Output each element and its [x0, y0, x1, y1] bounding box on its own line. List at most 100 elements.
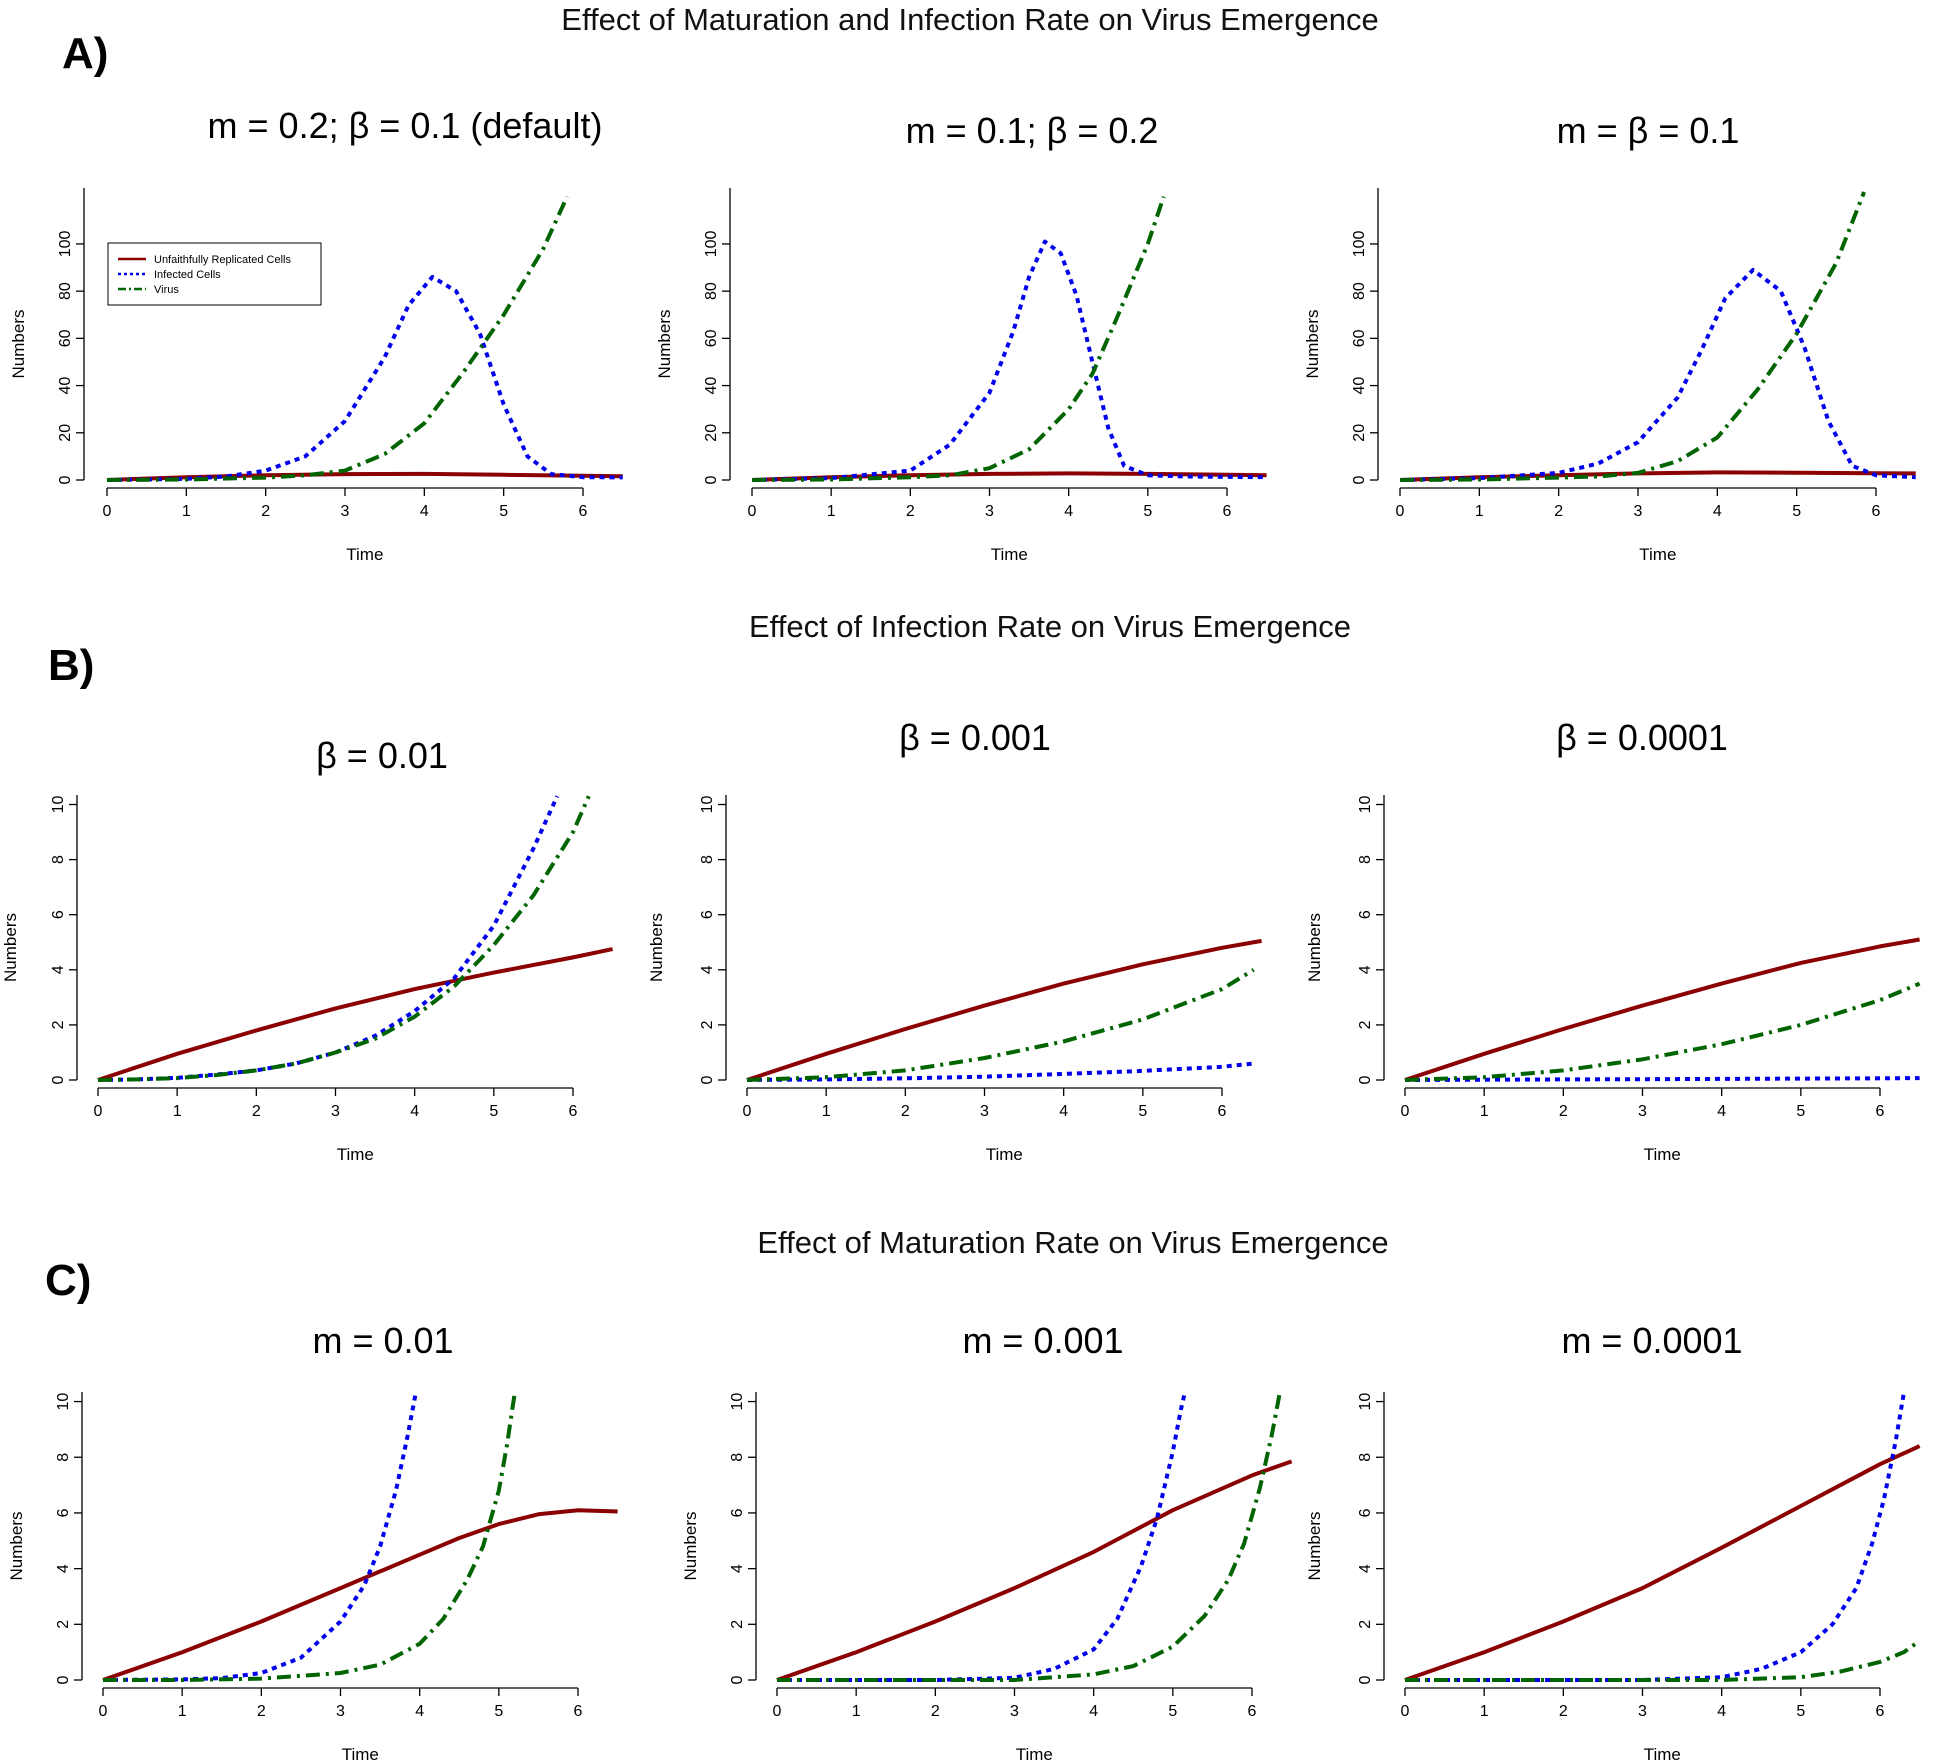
x-tick-label: 5 [499, 503, 508, 520]
y-tick-label: 0 [703, 475, 720, 484]
x-tick-label: 6 [569, 1103, 578, 1120]
x-axis-label: Time [986, 1145, 1023, 1164]
x-tick-label: 3 [1638, 1103, 1647, 1120]
panel-c2: m = 0.001 0 2 4 6 8 10 0 1 2 3 4 5 6 Time Numbers [681, 1320, 1293, 1760]
y-tick-label: 6 [1357, 1508, 1374, 1517]
x-tick-label: 3 [1634, 503, 1643, 520]
panel-title: β = 0.0001 [1556, 717, 1728, 758]
y-axis-label: Numbers [1305, 913, 1324, 982]
series-line-unfaithful [97, 947, 614, 1082]
panel-a1: m = 0.2; β = 0.1 (default) 0 20 40 60 80 100 0 1… [9, 105, 623, 564]
x-tick-label: 0 [773, 1703, 782, 1720]
y-tick-label: 2 [1357, 1620, 1374, 1629]
y-tick-label: 8 [1357, 855, 1374, 864]
y-tick-label: 4 [1357, 965, 1374, 974]
x-tick-label: 3 [1010, 1703, 1019, 1720]
section-label-b: B) [48, 641, 94, 690]
x-tick-label: 5 [1138, 1103, 1147, 1120]
x-tick-label: 3 [1638, 1703, 1647, 1720]
panel-title: m = 0.01 [312, 1320, 453, 1361]
legend-label-virus: Virus [154, 284, 179, 296]
y-tick-label: 0 [50, 1075, 67, 1084]
y-tick-label: 6 [50, 910, 67, 919]
series-line-virus [103, 1392, 517, 1682]
y-tick-label: 100 [57, 230, 74, 257]
y-axis-label: Numbers [655, 310, 674, 379]
panel-c3: m = 0.0001 0 2 4 6 8 10 0 1 2 3 4 5 6 Time Numbers [1305, 1320, 1921, 1760]
y-tick-label: 4 [729, 1564, 746, 1573]
panel-title: β = 0.001 [899, 717, 1051, 758]
x-tick-label: 1 [173, 1103, 182, 1120]
x-axis-label: Time [1644, 1145, 1681, 1164]
x-tick-label: 2 [261, 503, 270, 520]
legend-label-unfaithful: Unfaithfully Replicated Cells [154, 254, 291, 266]
panel-b1: β = 0.01 0 2 4 6 8 10 0 1 2 3 4 5 6 Time Numbers [1, 735, 614, 1164]
x-tick-label: 6 [1223, 503, 1232, 520]
y-tick-label: 2 [1357, 1020, 1374, 1029]
y-tick-label: 0 [55, 1675, 72, 1684]
x-tick-label: 4 [415, 1703, 424, 1720]
series-line-unfaithful [1404, 937, 1920, 1082]
x-tick-label: 0 [1401, 1103, 1410, 1120]
panel-title: m = β = 0.1 [1557, 110, 1740, 151]
x-tick-label: 6 [1876, 1103, 1885, 1120]
y-tick-label: 6 [699, 910, 716, 919]
x-tick-label: 3 [985, 503, 994, 520]
y-tick-label: 8 [50, 855, 67, 864]
series-line-unfaithful [776, 1459, 1293, 1682]
series-line-virus [1399, 191, 1866, 482]
y-tick-label: 20 [57, 424, 74, 442]
x-tick-label: 4 [1717, 1703, 1726, 1720]
y-tick-label: 4 [55, 1564, 72, 1573]
x-tick-label: 0 [1396, 503, 1405, 520]
series-line-unfaithful [1404, 1444, 1921, 1682]
series-line-virus [106, 195, 569, 482]
x-tick-label: 1 [827, 503, 836, 520]
x-axis-label: Time [342, 1745, 379, 1760]
y-tick-label: 40 [1351, 377, 1368, 395]
y-tick-label: 0 [729, 1675, 746, 1684]
x-tick-label: 2 [1554, 503, 1563, 520]
series-line-infected [1405, 1392, 1906, 1682]
y-tick-label: 20 [1351, 424, 1368, 442]
y-tick-label: 10 [55, 1393, 72, 1411]
x-tick-label: 0 [748, 503, 757, 520]
y-tick-label: 0 [1351, 475, 1368, 484]
x-axis-label: Time [346, 545, 383, 564]
series-line-infected [106, 275, 623, 482]
y-tick-label: 2 [50, 1020, 67, 1029]
y-tick-label: 40 [57, 377, 74, 395]
series-line-unfaithful [102, 1508, 618, 1682]
section-label-a: A) [62, 29, 108, 78]
x-tick-label: 1 [178, 1703, 187, 1720]
series-line-infected [97, 795, 560, 1082]
x-tick-label: 2 [906, 503, 915, 520]
panel-c1: m = 0.01 0 2 4 6 8 10 0 1 2 3 4 5 6 Time Numbers [7, 1320, 618, 1760]
y-tick-label: 0 [1357, 1075, 1374, 1084]
x-tick-label: 1 [1480, 1103, 1489, 1120]
y-tick-label: 6 [1357, 910, 1374, 919]
y-tick-label: 8 [1357, 1453, 1374, 1462]
y-tick-label: 10 [699, 796, 716, 814]
panel-title: m = 0.1; β = 0.2 [906, 110, 1159, 151]
x-axis-label: Time [337, 1145, 374, 1164]
section-label-c: C) [45, 1256, 91, 1305]
x-tick-label: 4 [1089, 1703, 1098, 1720]
series-line-infected [102, 1392, 418, 1682]
x-tick-label: 3 [341, 503, 350, 520]
y-axis-label: Numbers [1305, 1512, 1324, 1581]
series-line-virus [777, 1392, 1282, 1682]
y-tick-label: 8 [55, 1453, 72, 1462]
series-line-unfaithful [1399, 470, 1916, 482]
x-tick-label: 6 [1876, 1703, 1885, 1720]
panel-title: m = 0.001 [962, 1320, 1123, 1361]
x-tick-label: 3 [336, 1703, 345, 1720]
legend: Unfaithfully Replicated Cells Infected Ce… [107, 242, 322, 306]
x-tick-label: 4 [420, 503, 429, 520]
series-line-infected [746, 1061, 1254, 1082]
y-tick-label: 2 [55, 1620, 72, 1629]
x-tick-label: 4 [1064, 503, 1073, 520]
x-axis-label: Time [1016, 1745, 1053, 1760]
y-tick-label: 8 [729, 1453, 746, 1462]
y-tick-label: 2 [699, 1020, 716, 1029]
